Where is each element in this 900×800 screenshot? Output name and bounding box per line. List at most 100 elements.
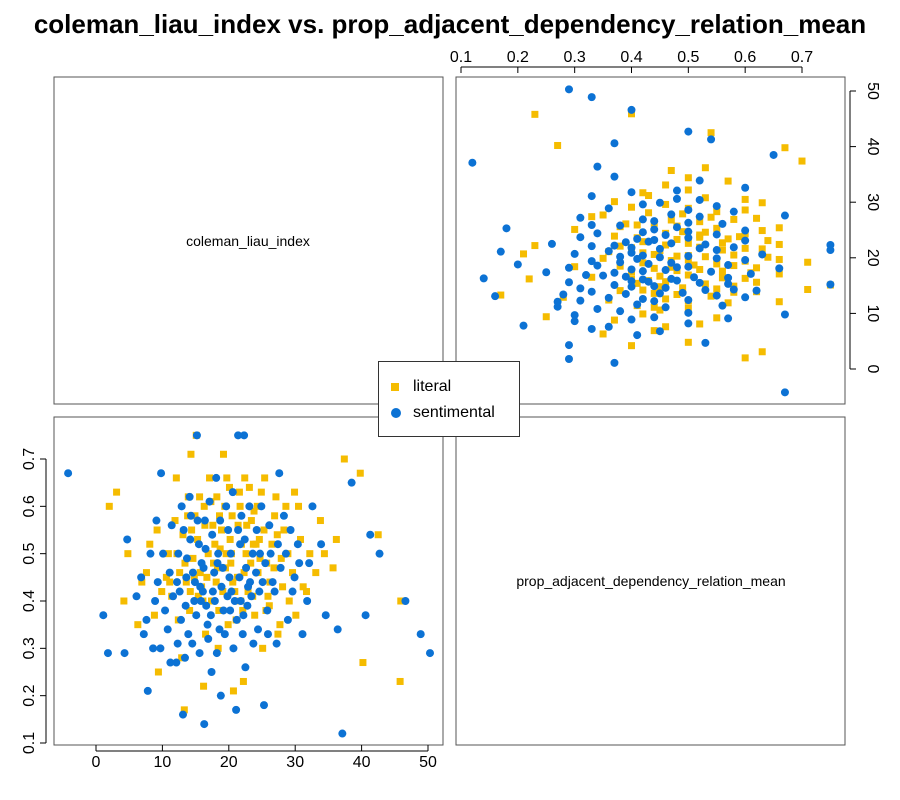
point-sentimental (667, 274, 676, 283)
point-sentimental (240, 535, 249, 544)
panel-bottom-right (455, 416, 846, 746)
point-sentimental (161, 606, 170, 615)
point-literal (271, 512, 279, 520)
diagonal-label-prop: prop_adjacent_dependency_relation_mean (516, 573, 785, 589)
point-sentimental (701, 240, 710, 249)
point-sentimental (208, 530, 217, 539)
point-sentimental (235, 573, 244, 582)
point-sentimental (401, 597, 410, 605)
point-sentimental (627, 188, 636, 197)
point-literal (718, 267, 726, 275)
point-literal (259, 644, 267, 652)
point-sentimental (239, 611, 248, 620)
point-literal (656, 306, 664, 314)
point-sentimental (695, 244, 704, 253)
tick-label-right: 50 (864, 82, 881, 100)
point-literal (639, 189, 647, 197)
point-literal (775, 240, 783, 248)
point-literal (730, 262, 738, 270)
point-sentimental (205, 497, 214, 506)
point-literal (713, 314, 721, 322)
point-sentimental (621, 238, 630, 247)
point-literal (239, 606, 247, 614)
point-sentimental (120, 649, 129, 658)
point-sentimental (587, 287, 596, 296)
point-literal (241, 474, 249, 482)
point-literal (182, 578, 190, 586)
point-literal (216, 545, 224, 553)
point-literal (662, 181, 670, 189)
legend-item-literal: literal (391, 376, 451, 398)
point-literal (667, 216, 675, 224)
legend-marker-sentimental (391, 408, 401, 418)
point-sentimental (295, 559, 304, 568)
point-sentimental (247, 592, 256, 601)
point-literal (701, 228, 709, 236)
point-literal (764, 237, 772, 245)
point-literal (775, 270, 783, 278)
point-literal (775, 255, 783, 263)
point-sentimental (243, 601, 252, 610)
point-sentimental (182, 573, 191, 582)
point-sentimental (542, 268, 551, 277)
point-sentimental (593, 261, 602, 270)
point-sentimental (576, 213, 585, 222)
point-sentimental (610, 281, 619, 290)
point-sentimental (234, 526, 243, 534)
point-literal (247, 559, 255, 567)
point-sentimental (179, 526, 188, 534)
point-sentimental (661, 303, 670, 312)
point-sentimental (599, 271, 608, 280)
point-literal (282, 502, 290, 510)
point-literal (332, 535, 340, 543)
point-sentimental (650, 236, 659, 245)
point-sentimental (616, 307, 625, 316)
point-sentimental (283, 615, 292, 624)
point-literal (216, 512, 224, 520)
point-literal (374, 531, 382, 539)
point-sentimental (103, 649, 112, 658)
point-literal (599, 330, 607, 338)
point-literal (701, 253, 709, 261)
point-sentimental (232, 705, 241, 714)
point-sentimental (217, 582, 226, 591)
point-literal (713, 285, 721, 293)
point-sentimental (206, 611, 215, 620)
point-sentimental (758, 250, 767, 259)
point-sentimental (200, 516, 209, 525)
point-literal (650, 327, 658, 335)
point-sentimental (610, 268, 619, 277)
point-literal (628, 203, 635, 211)
point-literal (164, 550, 172, 558)
point-literal (256, 554, 264, 562)
point-sentimental (684, 308, 693, 317)
point-sentimental (152, 516, 161, 525)
point-sentimental (661, 266, 670, 275)
point-literal (696, 218, 704, 226)
point-sentimental (741, 293, 750, 302)
point-sentimental (234, 431, 243, 440)
point-sentimental (245, 502, 254, 511)
point-literal (713, 260, 721, 268)
point-literal (650, 250, 658, 258)
point-literal (707, 292, 715, 300)
tick-label-left: 0.7 (21, 448, 38, 470)
point-sentimental (729, 207, 738, 216)
point-literal (639, 238, 647, 246)
point-sentimental (627, 105, 636, 114)
tick-label-right: 40 (864, 138, 881, 156)
point-sentimental (695, 212, 704, 221)
point-sentimental (272, 639, 281, 648)
point-sentimental (163, 625, 172, 634)
point-sentimental (780, 211, 789, 220)
point-literal (662, 323, 670, 331)
point-literal (662, 295, 670, 303)
tick-label-bottom: 0 (92, 754, 101, 771)
point-sentimental (212, 473, 221, 482)
point-sentimental (712, 246, 721, 255)
point-literal (571, 263, 579, 271)
point-sentimental (275, 469, 284, 478)
point-sentimental (491, 292, 500, 301)
point-sentimental (564, 341, 573, 350)
point-literal (247, 517, 255, 525)
